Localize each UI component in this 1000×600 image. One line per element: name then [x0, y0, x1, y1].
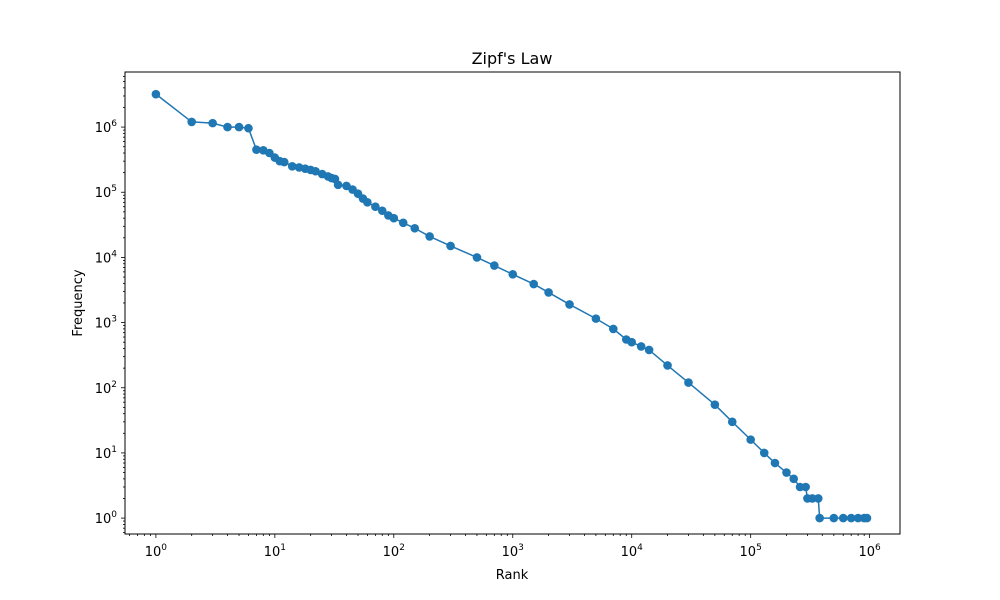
x-tick-base: 10 [145, 545, 162, 560]
data-point [252, 145, 261, 154]
y-tick-exponent: 3 [111, 315, 117, 325]
data-point [529, 279, 539, 289]
x-tick-label: 103 [502, 543, 524, 560]
plot-marks [151, 89, 872, 523]
data-point [490, 261, 499, 270]
y-tick-base: 10 [95, 317, 112, 332]
y-tick-exponent: 2 [111, 380, 117, 390]
data-point [862, 513, 872, 523]
data-point [234, 122, 244, 132]
x-tick-exponent: 0 [161, 543, 167, 553]
data-point [838, 513, 848, 523]
y-tick-label: 101 [95, 445, 117, 462]
y-tick-exponent: 6 [111, 119, 117, 129]
x-tick-base: 10 [740, 545, 757, 560]
y-tick-base: 10 [95, 251, 112, 266]
data-point [608, 324, 618, 334]
data-point [663, 361, 672, 370]
y-tick-label: 102 [95, 380, 117, 397]
y-tick-exponent: 0 [111, 510, 117, 520]
x-tick-exponent: 5 [756, 543, 762, 553]
y-tick-exponent: 5 [111, 184, 117, 194]
data-point [187, 117, 196, 127]
x-tick-exponent: 3 [518, 543, 524, 553]
x-tick-exponent: 2 [399, 543, 405, 553]
x-tick-base: 10 [858, 545, 875, 560]
data-point [425, 232, 434, 241]
y-tick-label: 106 [95, 119, 118, 136]
x-axis-label: Rank [496, 568, 529, 583]
data-point [398, 218, 408, 228]
data-point [279, 157, 289, 167]
data-point [727, 417, 737, 427]
data-point [815, 513, 824, 523]
data-point [410, 223, 420, 233]
data-point [846, 513, 856, 523]
x-tick-base: 10 [502, 545, 519, 560]
y-tick-base: 10 [95, 382, 112, 397]
data-point [208, 118, 217, 128]
data-point [333, 180, 343, 190]
y-tick-base: 10 [95, 186, 112, 201]
chart-title: Zipf's Law [472, 49, 553, 68]
data-point [829, 513, 839, 523]
data-point [789, 474, 799, 484]
y-tick-base: 10 [95, 512, 112, 527]
data-point [544, 288, 553, 297]
data-point [782, 468, 791, 477]
x-tick-label: 104 [621, 543, 644, 560]
x-tick-label: 101 [264, 543, 286, 560]
x-tick-label: 105 [740, 543, 762, 560]
data-point [684, 378, 693, 387]
data-point [746, 435, 755, 444]
data-point [371, 202, 380, 211]
x-tick-base: 10 [264, 545, 281, 560]
data-point [151, 89, 161, 99]
x-tick-label: 102 [383, 543, 405, 560]
data-point [287, 162, 297, 171]
data-point [311, 166, 320, 176]
y-tick-base: 10 [95, 447, 112, 462]
x-tick-base: 10 [621, 545, 638, 560]
y-tick-label: 100 [95, 510, 118, 527]
data-point [377, 206, 387, 216]
x-tick-exponent: 1 [280, 543, 286, 553]
y-axis-label: Frequency [71, 269, 86, 336]
y-tick-base: 10 [95, 121, 112, 136]
data-point [636, 342, 646, 351]
data-point [446, 241, 455, 251]
data-point [591, 314, 601, 323]
data-point [472, 253, 482, 262]
data-point [508, 270, 518, 279]
y-tick-exponent: 1 [111, 445, 117, 455]
data-point [244, 123, 253, 133]
data-point [759, 448, 769, 458]
x-tick-base: 10 [383, 545, 400, 560]
data-point [813, 494, 823, 503]
x-tick-label: 100 [145, 543, 168, 560]
x-axis: 100 101 102 103 104 105 106 [129, 534, 881, 560]
y-tick-label: 104 [95, 249, 118, 266]
data-point [627, 337, 637, 347]
data-point [770, 458, 780, 468]
data-point [644, 345, 654, 355]
data-point [223, 122, 232, 132]
data-point [389, 213, 399, 223]
data-point [801, 482, 810, 492]
x-tick-exponent: 4 [637, 543, 643, 553]
data-point [808, 494, 817, 503]
y-tick-exponent: 4 [111, 249, 117, 259]
y-tick-label: 105 [95, 184, 117, 201]
x-tick-label: 106 [858, 543, 881, 560]
data-point [565, 300, 574, 309]
data-point [363, 198, 372, 207]
y-tick-label: 103 [95, 315, 117, 332]
x-tick-exponent: 6 [875, 543, 881, 553]
data-point [853, 513, 863, 523]
data-point [710, 400, 720, 409]
plot-frame [124, 71, 901, 535]
